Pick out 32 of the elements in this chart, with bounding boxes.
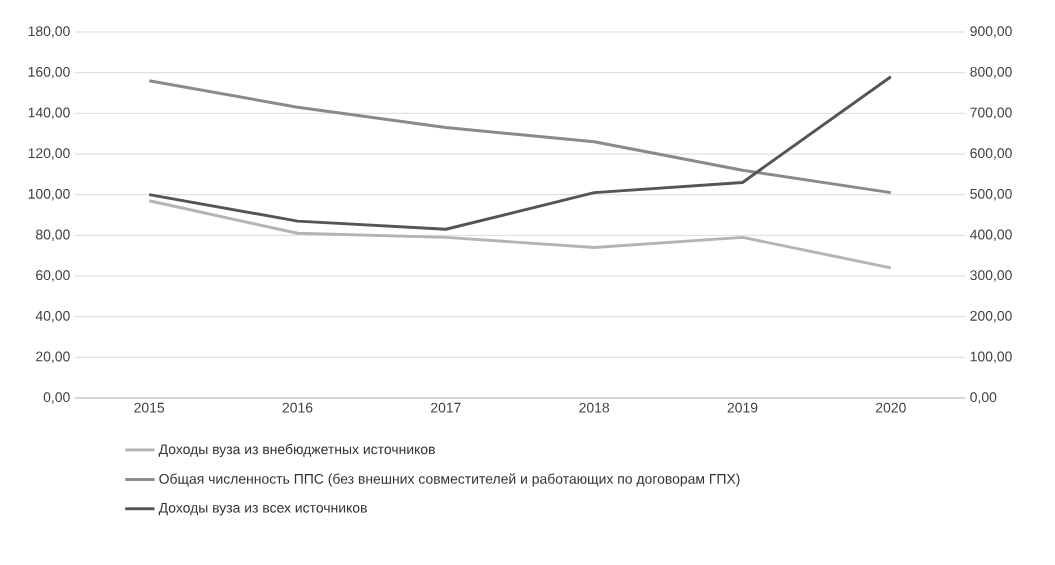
y2-tick-label: 500,00	[970, 188, 1012, 201]
line-series	[147, 79, 893, 195]
y-tick-label: 60,00	[36, 270, 70, 282]
y-tick-label: 120,00	[28, 148, 70, 160]
y2-tick-label: 300,00	[970, 270, 1012, 282]
y-tick-label: 180,00	[28, 26, 70, 38]
y-tick-label: 140,00	[28, 107, 70, 120]
y-tick-label: 20,00	[36, 351, 70, 364]
y2-tick-label: 400,00	[970, 229, 1012, 242]
legend-label: Доходы вуза из всех источников	[158, 502, 367, 516]
y2-tick-label: 800,00	[970, 66, 1012, 79]
line-series	[147, 199, 893, 270]
y2-tick-label: 200,00	[970, 310, 1012, 323]
line-series	[147, 75, 893, 231]
x-tick-label: 2017	[431, 402, 461, 413]
y-tick-label: 0,00	[43, 392, 70, 404]
y-tick-label: 80,00	[36, 229, 70, 242]
x-tick-label: 2018	[579, 402, 610, 413]
x-tick-label: 2020	[876, 402, 906, 413]
x-tick-label: 2015	[134, 402, 165, 413]
y2-tick-label: 100,00	[970, 351, 1012, 364]
legend-label: Доходы вуза из внебюджетных источников	[158, 443, 435, 457]
y2-tick-label: 600,00	[970, 148, 1012, 160]
y-tick-label: 40,00	[35, 310, 70, 323]
y2-tick-label: 700,00	[970, 107, 1012, 120]
x-tick-label: 2016	[282, 402, 313, 413]
legend-label: Общая численность ППС (без внешних совместителей и работающих по договорам ГПХ)	[159, 473, 740, 487]
x-tick-label: 2019	[727, 402, 758, 413]
y-tick-label: 160,00	[28, 66, 70, 79]
y-tick-label: 100,00	[28, 188, 70, 201]
y2-tick-label: 0,00	[970, 392, 997, 404]
y2-tick-label: 900,00	[970, 26, 1012, 38]
